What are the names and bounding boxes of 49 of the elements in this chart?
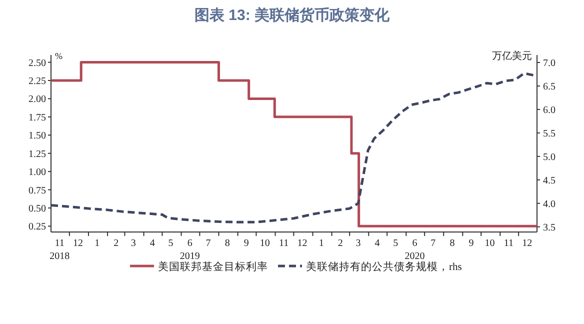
y-tick-label: 2.25	[28, 76, 46, 87]
x-tick-label: 7	[206, 238, 211, 249]
y2-tick-label: 4.5	[543, 175, 556, 186]
x-tick-label: 6 2020	[404, 238, 425, 262]
x-tick-label: 10	[260, 238, 270, 249]
y-axis-title: %	[55, 51, 63, 61]
x-tick-label: 5	[168, 238, 174, 249]
x-tick-label: 3	[130, 238, 136, 249]
legend-label: 美联储持有的公共债务规模，rhs	[306, 260, 462, 273]
x-tick-label: 7	[430, 238, 436, 249]
y2-axis-title: 万亿美元	[492, 50, 532, 62]
x-tick-label: 2	[114, 238, 119, 249]
x-tick-label: 4	[150, 238, 155, 249]
y2-tick-label: 3.5	[543, 222, 556, 234]
y-tick-label: 0.50	[28, 203, 46, 214]
x-tick-label: 1	[318, 238, 324, 249]
y-tick-label: 0.75	[28, 185, 46, 196]
y-tick-label: 2.50	[28, 58, 46, 69]
legend-label: 美国联邦基金目标利率	[158, 260, 268, 273]
y-tick-label: 1.75	[28, 112, 46, 124]
x-tick-label: 10	[484, 238, 495, 249]
x-tick-label: 6 2019	[180, 238, 200, 262]
x-tick-label: 11 2018	[50, 238, 70, 262]
y2-tick-label: 4.0	[543, 198, 556, 210]
y2-tick-label: 5.5	[543, 128, 556, 140]
y-tick-label: 1.50	[28, 130, 46, 142]
x-tick-label: 8	[224, 238, 230, 249]
y-tick-label: 1.00	[28, 167, 46, 178]
chart-title: 图表 13: 美联储货币政策变化	[194, 6, 391, 24]
x-tick-label: 3	[356, 238, 361, 249]
y-tick-label: 0.25	[28, 222, 46, 233]
x-tick-label: 11	[279, 238, 289, 249]
x-tick-label: 8	[450, 238, 455, 249]
y-tick-label: 2.00	[28, 94, 46, 106]
x-tick-label: 12	[73, 238, 84, 249]
y2-tick-label: 6.0	[543, 104, 556, 116]
x-tick-label: 12	[522, 238, 532, 249]
y2-tick-label: 5.0	[543, 152, 556, 163]
x-tick-label: 11	[504, 238, 514, 249]
y-tick-label: 1.25	[28, 148, 46, 160]
y2-tick-label: 6.5	[543, 81, 556, 92]
x-tick-label: 9	[468, 238, 474, 249]
y2-tick-label: 7.0	[543, 58, 556, 70]
x-tick-label: 5	[393, 238, 398, 249]
x-tick-label: 12	[297, 238, 308, 249]
x-tick-label: 2	[338, 238, 343, 249]
x-tick-label: 9	[244, 238, 249, 249]
x-tick-label: 4	[374, 238, 380, 249]
x-tick-label: 1	[94, 238, 100, 249]
